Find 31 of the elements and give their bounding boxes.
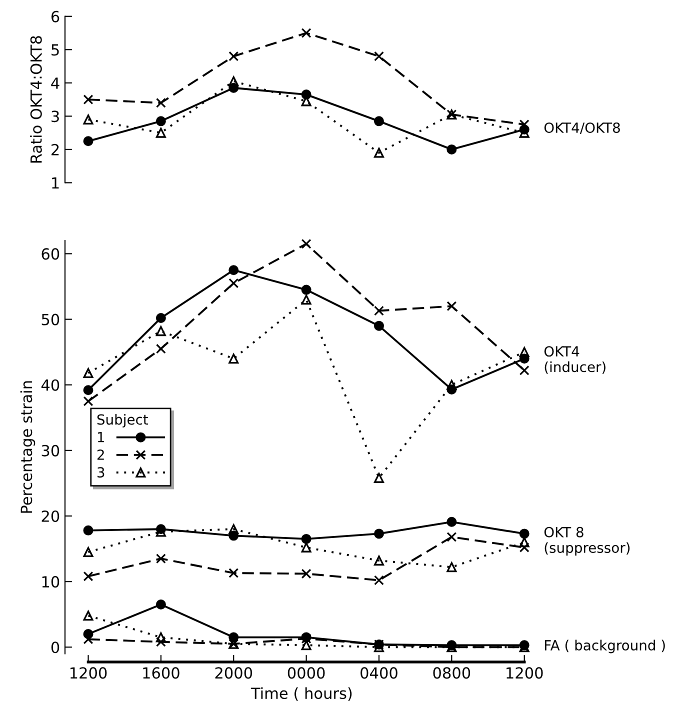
y-tick-label: 3 [52, 110, 59, 122]
y-tick-label: 60 [42, 248, 60, 260]
x-tick-label: 1200 [506, 667, 543, 679]
x-tick-label: 0000 [288, 667, 325, 679]
y-tick-label: 50 [42, 314, 60, 326]
y-tick-label: 40 [41, 379, 60, 391]
annotation: OKT4/OKT8 [544, 122, 620, 134]
legend-label: 3 [98, 467, 104, 478]
y-tick-label: 20 [42, 510, 60, 522]
y-axis-title: Percentage strain [20, 381, 36, 513]
x-tick-label: 1600 [143, 667, 180, 679]
y-tick-label: 5 [52, 44, 59, 56]
legend-label: 1 [98, 432, 104, 442]
x-axis-title: Time ( hours) [250, 687, 352, 701]
annotation: FA ( background ) [544, 640, 665, 654]
legend-label: 2 [97, 449, 104, 460]
y-tick-label: 10 [42, 576, 60, 588]
y-tick-label: 30 [42, 444, 60, 456]
annotation: OKT4 (inducer) [544, 346, 606, 374]
y-tick-label: 0 [51, 642, 60, 654]
y-tick-label: 1 [52, 177, 59, 189]
legend-title: Subject [97, 414, 148, 428]
x-tick-label: 0800 [433, 667, 470, 679]
annotation: OKT 8 (suppressor) [544, 526, 630, 556]
y-tick-label: 6 [51, 10, 60, 22]
y-axis-title: Ratio OKT4:OKT8 [30, 36, 42, 163]
x-tick-label: 0400 [360, 667, 398, 679]
y-tick-label: 2 [52, 144, 59, 156]
x-tick-label: 1200 [70, 667, 107, 679]
y-tick-label: 4 [51, 78, 60, 89]
x-tick-label: 2000 [215, 667, 252, 679]
